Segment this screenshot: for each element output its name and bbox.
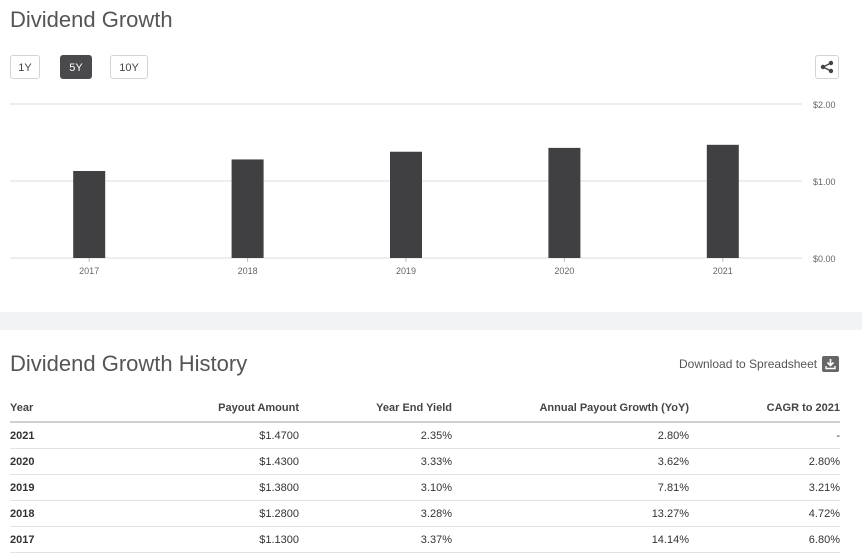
column-header-year[interactable]: Year xyxy=(10,394,105,423)
table-row: 2021 $1.4700 2.35% 2.80% - xyxy=(10,422,840,449)
cell-annual-growth: 13.27% xyxy=(452,500,689,527)
cell-cagr: 2.80% xyxy=(689,448,840,475)
bar-2020[interactable] xyxy=(548,147,581,258)
column-header-annual-growth[interactable]: Annual Payout Growth (YoY) xyxy=(452,394,689,423)
cell-cagr: 3.21% xyxy=(689,474,840,501)
y-tick-label: $0.00 xyxy=(813,254,836,264)
cell-payout-amount: $1.1300 xyxy=(105,526,299,553)
y-tick-label: $2.00 xyxy=(813,100,836,110)
table-row: 2019 $1.3800 3.10% 7.81% 3.21% xyxy=(10,474,840,501)
table-row: 2017 $1.1300 3.37% 14.14% 6.80% xyxy=(10,526,840,553)
cell-annual-growth: 7.81% xyxy=(452,474,689,501)
y-tick-label: $1.00 xyxy=(813,177,836,187)
cell-year: 2019 xyxy=(10,474,105,501)
column-header-cagr[interactable]: CAGR to 2021 xyxy=(689,394,840,423)
cell-annual-growth: 3.62% xyxy=(452,448,689,475)
cell-payout-amount: $1.4700 xyxy=(105,422,299,449)
range-button-10y[interactable]: 10Y xyxy=(110,55,148,79)
cell-year-end-yield: 2.35% xyxy=(299,422,452,449)
range-button-1y[interactable]: 1Y xyxy=(10,55,40,79)
cell-year: 2020 xyxy=(10,448,105,475)
column-header-year-end-yield[interactable]: Year End Yield xyxy=(299,394,452,423)
cell-year: 2021 xyxy=(10,422,105,449)
table-row: 2018 $1.2800 3.28% 13.27% 4.72% xyxy=(10,500,840,527)
column-header-payout-amount[interactable]: Payout Amount xyxy=(105,394,299,423)
cell-payout-amount: $1.2800 xyxy=(105,500,299,527)
bar-2017[interactable] xyxy=(73,170,106,258)
cell-cagr: 4.72% xyxy=(689,500,840,527)
range-button-5y[interactable]: 5Y xyxy=(60,55,92,79)
x-tick-label: 2018 xyxy=(238,266,258,276)
chart-title: Dividend Growth xyxy=(10,7,173,32)
x-tick-label: 2017 xyxy=(79,266,99,276)
cell-year: 2018 xyxy=(10,500,105,527)
section-divider xyxy=(0,312,862,330)
dividend-history-table: Year Payout Amount Year End Yield Annual… xyxy=(10,394,840,553)
share-button[interactable] xyxy=(815,55,839,79)
bar-2019[interactable] xyxy=(390,151,422,258)
bar-2021[interactable] xyxy=(706,144,739,258)
share-icon xyxy=(820,60,834,74)
cell-year-end-yield: 3.33% xyxy=(299,448,452,475)
x-tick-label: 2021 xyxy=(713,266,733,276)
cell-cagr: 6.80% xyxy=(689,526,840,553)
cell-year-end-yield: 3.28% xyxy=(299,500,452,527)
table-row: 2020 $1.4300 3.33% 3.62% 2.80% xyxy=(10,448,840,475)
history-title: Dividend Growth History xyxy=(10,351,248,376)
cell-payout-amount: $1.4300 xyxy=(105,448,299,475)
dividend-bar-chart: $0.00 $1.00 $2.00 2017 2018 2019 2020 2021 xyxy=(10,100,836,276)
cell-cagr: - xyxy=(689,422,840,449)
download-icon[interactable] xyxy=(822,356,839,372)
cell-year: 2017 xyxy=(10,526,105,553)
cell-annual-growth: 14.14% xyxy=(452,526,689,553)
download-spreadsheet-link[interactable]: Download to Spreadsheet xyxy=(679,357,818,371)
table-header-row: Year Payout Amount Year End Yield Annual… xyxy=(10,394,840,423)
cell-year-end-yield: 3.37% xyxy=(299,526,452,553)
bar-2018[interactable] xyxy=(231,159,264,258)
cell-annual-growth: 2.80% xyxy=(452,422,689,449)
cell-year-end-yield: 3.10% xyxy=(299,474,452,501)
x-tick-label: 2019 xyxy=(396,266,416,276)
cell-payout-amount: $1.3800 xyxy=(105,474,299,501)
x-tick-label: 2020 xyxy=(554,266,574,276)
